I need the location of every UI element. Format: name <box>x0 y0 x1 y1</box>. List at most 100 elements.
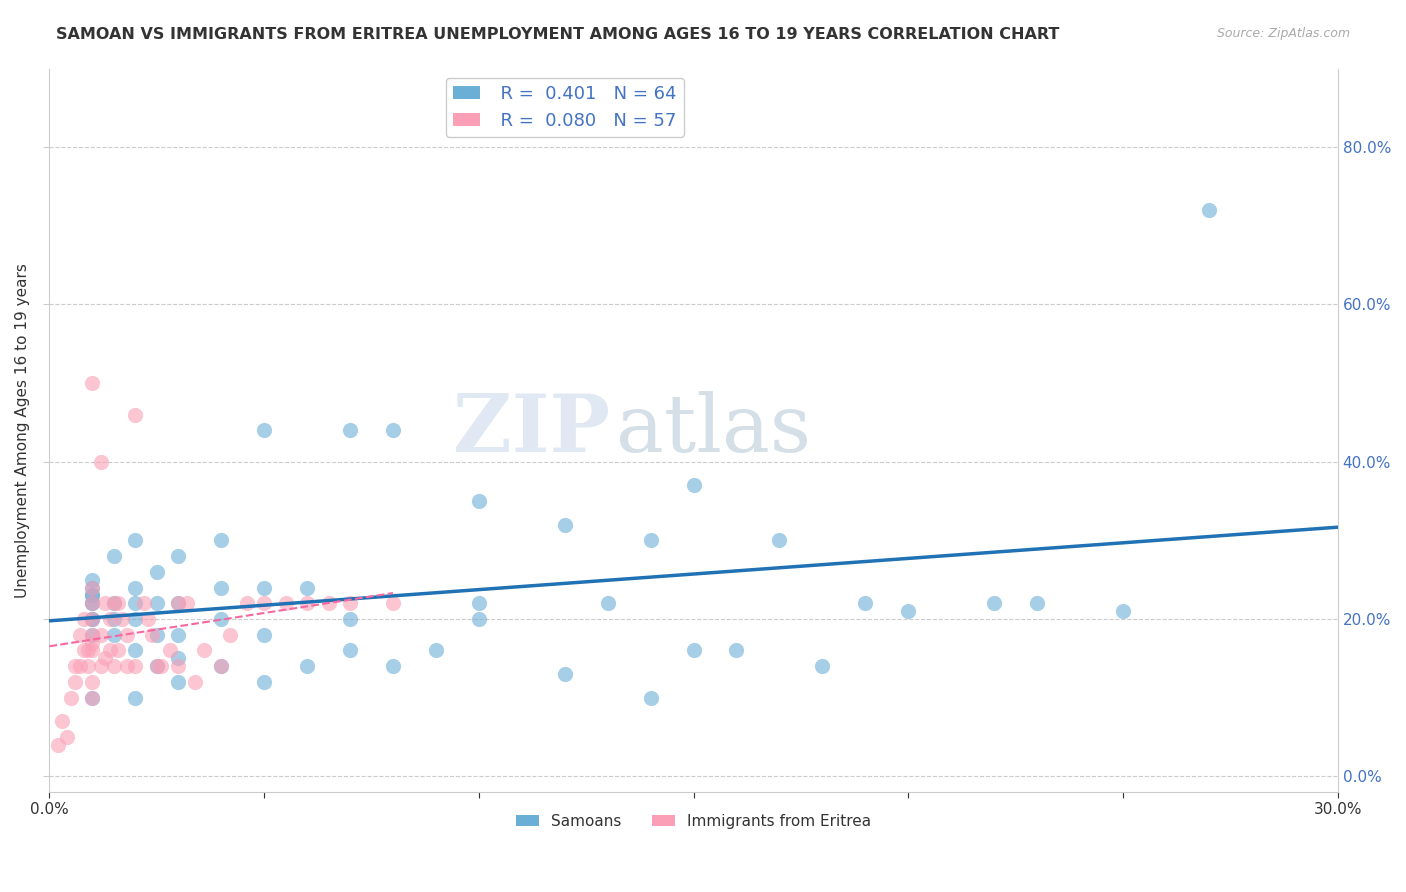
Legend: Samoans, Immigrants from Eritrea: Samoans, Immigrants from Eritrea <box>510 808 877 835</box>
Point <box>274 596 297 610</box>
Point <box>167 674 190 689</box>
Point <box>554 667 576 681</box>
Point <box>146 659 169 673</box>
Point <box>295 659 318 673</box>
Point <box>82 674 104 689</box>
Point <box>167 549 190 563</box>
Point <box>63 659 86 673</box>
Point <box>115 659 138 673</box>
Point <box>82 612 104 626</box>
Point <box>82 628 104 642</box>
Point <box>1026 596 1049 610</box>
Point <box>82 573 104 587</box>
Point <box>124 581 146 595</box>
Point <box>218 628 240 642</box>
Point <box>146 565 169 579</box>
Point <box>640 690 662 705</box>
Point <box>381 423 404 437</box>
Point <box>146 596 169 610</box>
Point <box>111 612 134 626</box>
Point <box>150 659 173 673</box>
Point <box>69 659 91 673</box>
Point <box>82 635 104 649</box>
Point <box>90 628 112 642</box>
Point <box>167 659 190 673</box>
Point <box>682 643 704 657</box>
Point <box>209 612 232 626</box>
Point <box>98 612 121 626</box>
Point <box>103 596 125 610</box>
Point <box>59 690 82 705</box>
Point <box>132 596 155 610</box>
Point <box>82 612 104 626</box>
Point <box>82 581 104 595</box>
Point <box>167 596 190 610</box>
Point <box>146 628 169 642</box>
Point <box>124 659 146 673</box>
Point <box>124 643 146 657</box>
Point <box>82 376 104 390</box>
Point <box>124 612 146 626</box>
Text: Source: ZipAtlas.com: Source: ZipAtlas.com <box>1216 27 1350 40</box>
Point <box>82 690 104 705</box>
Point <box>82 588 104 602</box>
Point <box>209 659 232 673</box>
Point <box>253 581 276 595</box>
Point <box>253 674 276 689</box>
Point <box>209 533 232 548</box>
Point <box>82 581 104 595</box>
Point <box>295 596 318 610</box>
Point <box>339 612 361 626</box>
Point <box>82 596 104 610</box>
Point <box>103 596 125 610</box>
Point <box>295 581 318 595</box>
Text: SAMOAN VS IMMIGRANTS FROM ERITREA UNEMPLOYMENT AMONG AGES 16 TO 19 YEARS CORRELA: SAMOAN VS IMMIGRANTS FROM ERITREA UNEMPL… <box>56 27 1060 42</box>
Point <box>468 494 491 508</box>
Point <box>253 628 276 642</box>
Point <box>176 596 198 610</box>
Point <box>55 730 77 744</box>
Point <box>141 628 163 642</box>
Point <box>318 596 340 610</box>
Text: ZIP: ZIP <box>453 392 610 469</box>
Point <box>136 612 159 626</box>
Point <box>425 643 447 657</box>
Point <box>69 628 91 642</box>
Point <box>124 533 146 548</box>
Point <box>768 533 790 548</box>
Point <box>51 714 73 729</box>
Point <box>46 738 69 752</box>
Y-axis label: Unemployment Among Ages 16 to 19 years: Unemployment Among Ages 16 to 19 years <box>15 263 30 598</box>
Point <box>103 549 125 563</box>
Point <box>897 604 920 618</box>
Point <box>253 423 276 437</box>
Point <box>146 659 169 673</box>
Point <box>983 596 1005 610</box>
Point <box>554 517 576 532</box>
Point <box>811 659 834 673</box>
Text: atlas: atlas <box>616 392 811 469</box>
Point <box>94 596 117 610</box>
Point <box>77 643 100 657</box>
Point <box>193 643 215 657</box>
Point <box>82 596 104 610</box>
Point <box>124 596 146 610</box>
Point <box>1198 202 1220 217</box>
Point <box>82 588 104 602</box>
Point <box>63 674 86 689</box>
Point <box>90 659 112 673</box>
Point <box>77 659 100 673</box>
Point <box>115 628 138 642</box>
Point <box>209 581 232 595</box>
Point <box>381 659 404 673</box>
Point <box>73 612 96 626</box>
Point <box>82 690 104 705</box>
Point <box>1112 604 1135 618</box>
Point <box>90 455 112 469</box>
Point <box>103 612 125 626</box>
Point <box>82 596 104 610</box>
Point <box>253 596 276 610</box>
Point <box>339 596 361 610</box>
Point <box>94 651 117 665</box>
Point <box>103 659 125 673</box>
